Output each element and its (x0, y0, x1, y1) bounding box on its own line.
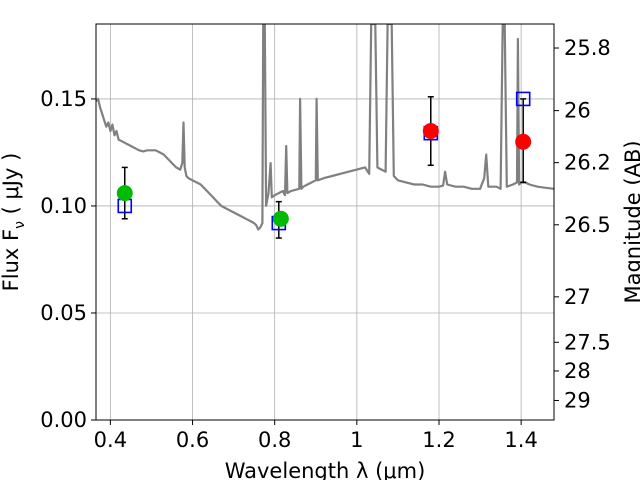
plot-frame (95, 23, 555, 421)
x-tick-label: 1.2 (422, 428, 455, 452)
circle-marker (116, 185, 133, 202)
circle-marker (272, 210, 289, 227)
right-axis-ticks: 25.8 26 26.2 26.5 27 27.5 28 29 (554, 36, 611, 412)
y-axis-label: Flux Fν ( μJy ) (0, 153, 28, 292)
circle-marker (422, 123, 439, 140)
grid-lines (96, 24, 554, 421)
y-axis-label-unit: ( μJy ) (0, 153, 23, 221)
right-tick-label: 25.8 (564, 36, 611, 60)
y-axis-label-subscript: ν (12, 221, 28, 229)
x-tick-label: 0.6 (176, 428, 209, 452)
x-tick-label: 1.4 (504, 428, 537, 452)
y-axis-ticks: 0.00 0.05 0.10 0.15 (40, 87, 96, 432)
error-bars (121, 96, 527, 239)
x-tick-label: 0.8 (258, 428, 291, 452)
right-tick-label: 26.2 (564, 151, 611, 175)
right-axis-label: Magnitude (AB) (621, 140, 640, 303)
right-tick-label: 29 (564, 388, 591, 412)
right-tick-label: 27.5 (564, 330, 611, 354)
y-tick-label: 0.00 (40, 408, 87, 432)
right-tick-label: 26.5 (564, 213, 611, 237)
photometry-markers (116, 91, 532, 231)
x-tick-label: 0.4 (94, 428, 127, 452)
x-tick-label: 1 (350, 428, 363, 452)
x-axis-label: Wavelength λ (μm) (225, 459, 426, 480)
y-tick-label: 0.05 (40, 301, 87, 325)
model-spectrum (96, 24, 554, 231)
x-axis-ticks: 0.4 0.6 0.8 1 1.2 1.4 (94, 420, 538, 452)
y-axis-label-main: Flux F (0, 229, 23, 291)
y-tick-label: 0.15 (40, 87, 87, 111)
spectrum-line (96, 24, 554, 231)
y-tick-label: 0.10 (40, 194, 87, 218)
right-tick-label: 26 (564, 99, 591, 123)
circle-marker (515, 133, 532, 150)
square-marker (515, 91, 531, 107)
right-tick-label: 27 (564, 285, 591, 309)
right-tick-label: 28 (564, 359, 591, 383)
